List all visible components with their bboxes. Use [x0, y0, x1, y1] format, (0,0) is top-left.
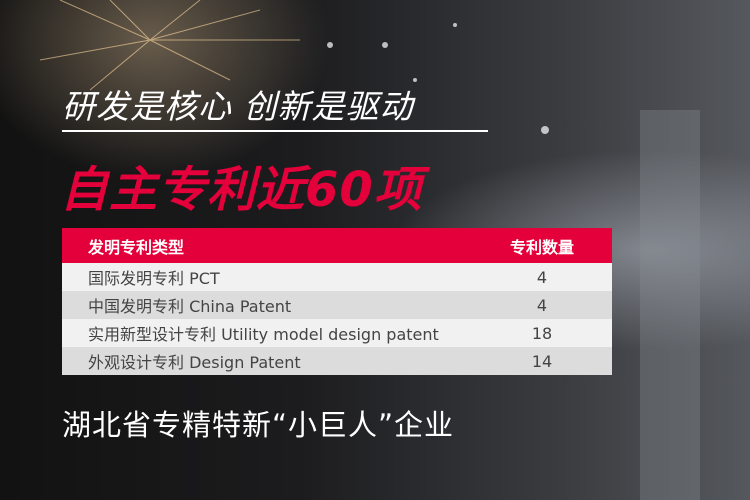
patent-table: 发明专利类型 专利数量 国际发明专利 PCT 4 中国发明专利 China Pat…	[62, 228, 612, 375]
patent-type: 国际发明专利 PCT	[62, 263, 472, 291]
header-type: 发明专利类型	[62, 228, 472, 263]
patent-type: 实用新型设计专利 Utility model design patent	[62, 319, 472, 347]
divider	[62, 130, 488, 132]
patent-type: 中国发明专利 China Patent	[62, 291, 472, 319]
table-row: 外观设计专利 Design Patent 14	[62, 347, 612, 375]
table-row: 国际发明专利 PCT 4	[62, 263, 612, 291]
table-row: 中国发明专利 China Patent 4	[62, 291, 612, 319]
patent-type: 外观设计专利 Design Patent	[62, 347, 472, 375]
patent-count: 4	[472, 263, 612, 291]
headline: 研发是核心 创新是驱动	[62, 87, 414, 126]
table-row: 实用新型设计专利 Utility model design patent 18	[62, 319, 612, 347]
footer-title: 湖北省专精特新“小巨人”企业	[62, 408, 455, 442]
table-header: 发明专利类型 专利数量	[62, 228, 612, 263]
patent-count: 14	[472, 347, 612, 375]
header-count: 专利数量	[472, 228, 612, 263]
patent-count: 4	[472, 291, 612, 319]
patent-count: 18	[472, 319, 612, 347]
patent-highlight: 自主专利近60项	[60, 162, 423, 218]
